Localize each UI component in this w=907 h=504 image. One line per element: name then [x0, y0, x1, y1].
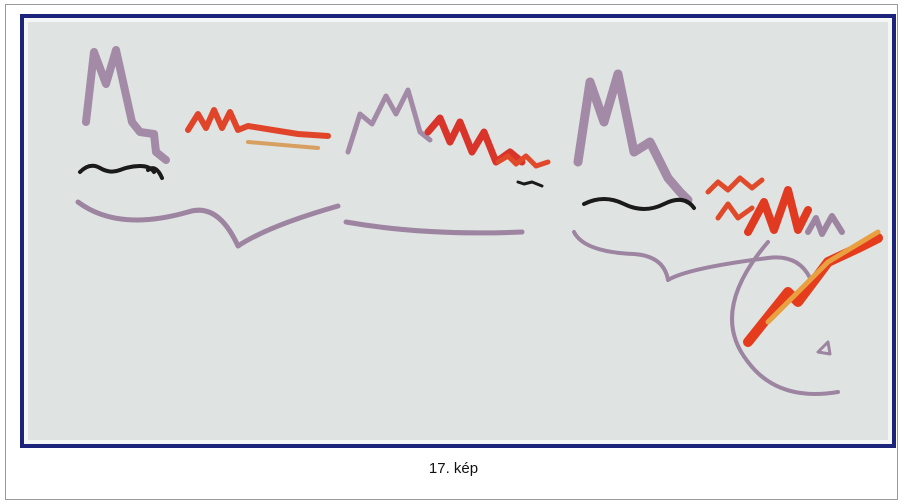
figure-image-frame	[20, 14, 896, 448]
page: 17. kép {"figure": {"caption": "17. kép"…	[0, 0, 907, 504]
figure-image	[28, 22, 888, 440]
figure-caption: 17. kép	[0, 460, 907, 477]
